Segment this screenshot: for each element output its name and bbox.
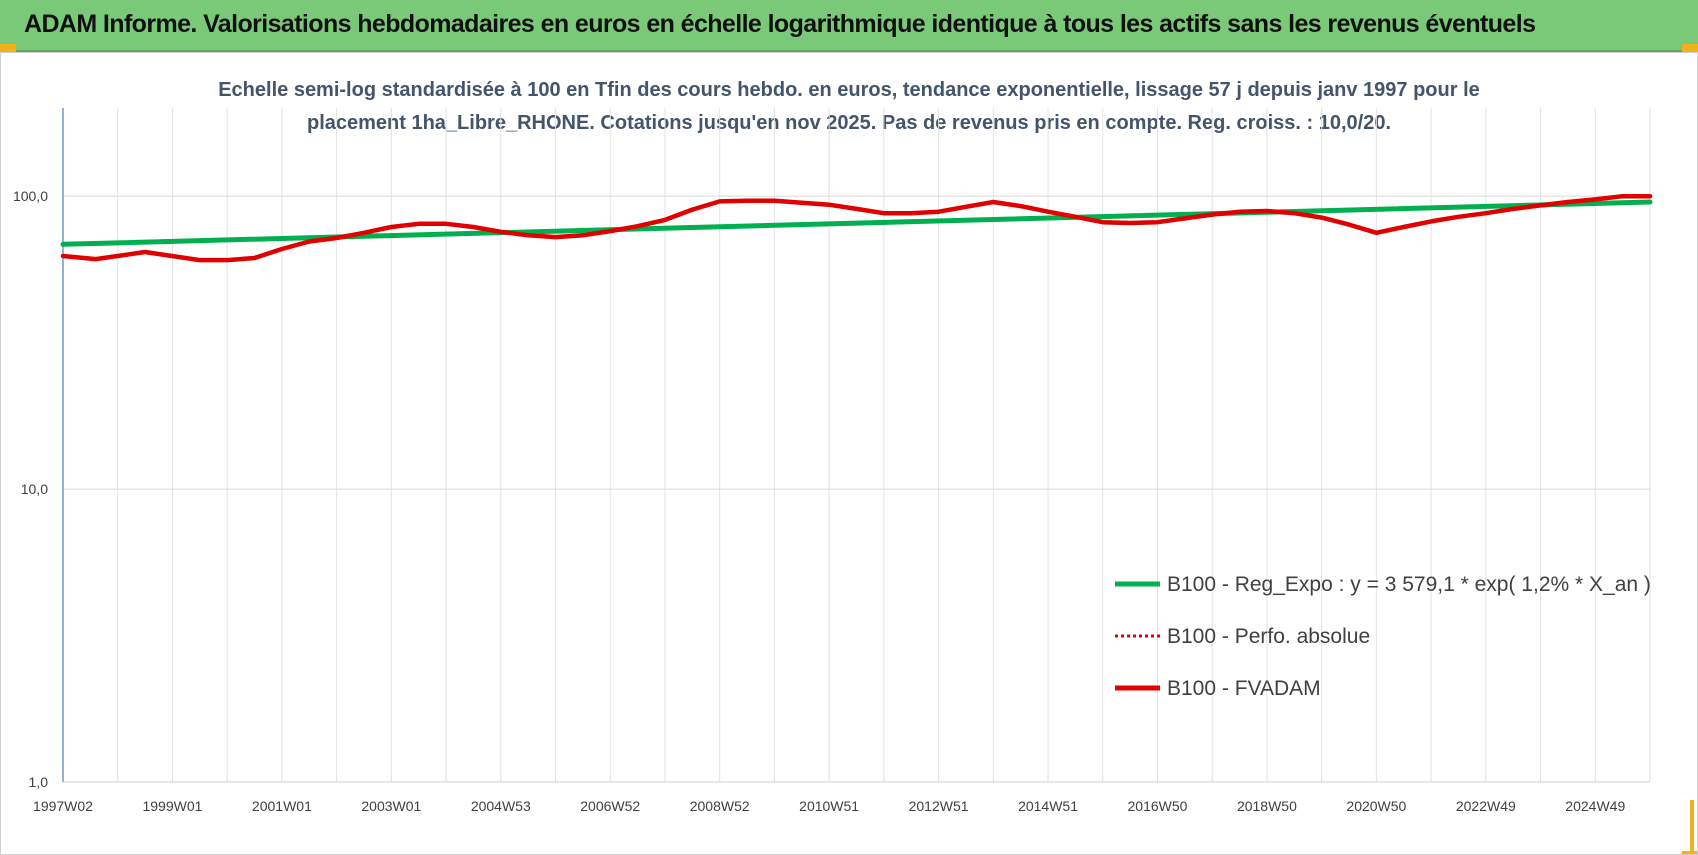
x-tick-label: 2016W50	[1128, 798, 1188, 814]
chart-subtitle-line-2: placement 1ha_Libre_RHONE. Cotations jus…	[307, 112, 1391, 134]
x-tick-label: 2018W50	[1237, 798, 1297, 814]
page-title: ADAM Informe. Valorisations hebdomadaire…	[24, 10, 1536, 38]
corner-marker-bottom-right-h	[1682, 851, 1698, 855]
y-tick-label: 10,0	[21, 481, 48, 497]
x-tick-label: 2010W51	[799, 798, 859, 814]
header-banner: ADAM Informe. Valorisations hebdomadaire…	[0, 0, 1698, 52]
axes: 1,0 10,0 100,0 1997W02 1999W01 2001W01 2003W01…	[13, 108, 1650, 814]
corner-marker-bottom-right	[1690, 800, 1694, 855]
legend: B100 - Reg_Expo : y = 3 579,1 * exp( 1,2…	[1115, 573, 1651, 700]
corner-marker-top-right	[1682, 44, 1698, 52]
y-tick-label: 1,0	[29, 774, 49, 790]
corner-marker-top-left	[0, 44, 16, 52]
x-tick-label: 2024W49	[1565, 798, 1625, 814]
legend-label-3: B100 - FVADAM	[1167, 677, 1321, 700]
series-line-3	[60, 193, 1653, 263]
x-tick-label: 2008W52	[690, 798, 750, 814]
x-tick-label: 2004W53	[471, 798, 531, 814]
x-tick-label: 1997W02	[33, 798, 93, 814]
x-tick-label: 2003W01	[361, 798, 421, 814]
legend-label-2: B100 - Perfo. absolue	[1167, 625, 1370, 648]
x-tick-label: 2001W01	[252, 798, 312, 814]
series-lines	[60, 193, 1653, 263]
grid-lines	[62, 108, 1651, 783]
x-tick-label: 2014W51	[1018, 798, 1078, 814]
legend-label-1: B100 - Reg_Expo : y = 3 579,1 * exp( 1,2…	[1167, 573, 1651, 596]
x-tick-label: 1999W01	[142, 798, 202, 814]
x-tick-label: 2012W51	[909, 798, 969, 814]
y-tick-label: 100,0	[13, 188, 48, 204]
x-tick-label: 2020W50	[1346, 798, 1406, 814]
x-tick-label: 2022W49	[1456, 798, 1516, 814]
chart-subtitle-line-1: Echelle semi-log standardisée à 100 en T…	[218, 79, 1480, 101]
x-tick-label: 2006W52	[580, 798, 640, 814]
